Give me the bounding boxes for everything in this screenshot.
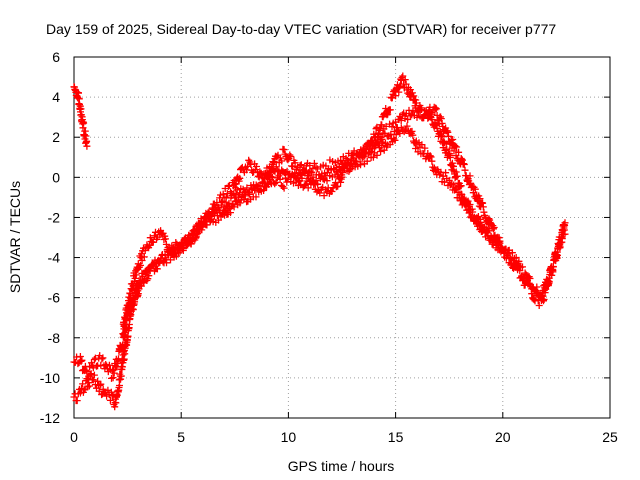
y-tick-label: -4 bbox=[48, 250, 61, 266]
series-trace-a bbox=[70, 83, 91, 150]
y-tick-label: -10 bbox=[40, 370, 60, 386]
y-tick-label: 6 bbox=[52, 49, 60, 65]
marker-plus-trace-d bbox=[119, 72, 507, 330]
y-tick-labels: -12 -10 -8 -6 -4 -2 0 2 4 6 bbox=[40, 49, 60, 426]
plot-frame bbox=[73, 56, 611, 419]
marker-plus-trace-a bbox=[70, 83, 91, 150]
y-tick-label: -8 bbox=[48, 330, 61, 346]
y-tick-label: -2 bbox=[48, 209, 61, 225]
chart-title: Day 159 of 2025, Sidereal Day-to-day VTE… bbox=[46, 21, 556, 37]
series-trace-d bbox=[119, 72, 507, 330]
x-tick-label: 25 bbox=[602, 429, 618, 445]
y-axis-label: SDTVAR / TECUs bbox=[7, 181, 23, 293]
x-axis-label: GPS time / hours bbox=[288, 458, 395, 474]
y-tick-label: 0 bbox=[52, 169, 60, 185]
x-tick-label: 20 bbox=[495, 429, 511, 445]
y-tick-label: 2 bbox=[52, 129, 60, 145]
data-points bbox=[70, 72, 569, 411]
x-tick-label: 0 bbox=[70, 429, 78, 445]
marker-plus-trace-c bbox=[70, 122, 569, 411]
series-trace-c bbox=[70, 122, 569, 411]
y-tick-label: 4 bbox=[52, 89, 60, 105]
x-tick-label: 5 bbox=[177, 429, 185, 445]
x-tick-labels: 0 5 10 15 20 25 bbox=[70, 429, 618, 445]
y-tick-label: -6 bbox=[48, 290, 61, 306]
x-tick-label: 15 bbox=[388, 429, 404, 445]
y-tick-label: -12 bbox=[40, 410, 60, 426]
x-tick-label: 10 bbox=[281, 429, 297, 445]
